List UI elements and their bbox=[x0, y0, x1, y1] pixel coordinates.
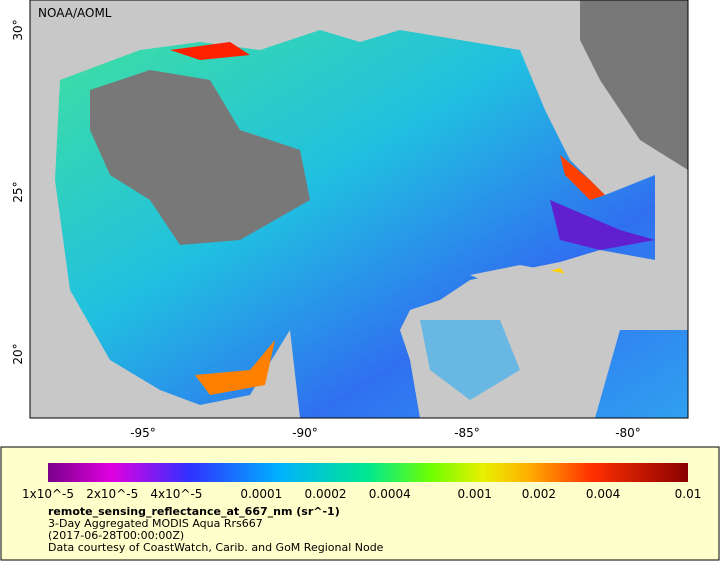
map: NOAA/AOML bbox=[29, 0, 689, 419]
colorbar-label: 1x10^-5 bbox=[22, 487, 74, 501]
date: (2017-06-28T00:00:00Z) bbox=[48, 529, 184, 542]
cuba bbox=[470, 265, 655, 300]
caribbean bbox=[420, 320, 520, 400]
colorbar-label: 0.0001 bbox=[240, 487, 282, 501]
colorbar-label: 0.0004 bbox=[369, 487, 411, 501]
colorbar-label: 0.004 bbox=[586, 487, 620, 501]
source: Data courtesy of CoastWatch, Carib. and … bbox=[48, 541, 384, 554]
lon-label: -95° bbox=[130, 426, 156, 440]
latitude-labels: 30° 25° 20° bbox=[11, 19, 25, 364]
variable: remote_sensing_reflectance_at_667_nm (sr… bbox=[48, 505, 340, 518]
lon-label: -85° bbox=[454, 426, 480, 440]
colorbar-label: 0.01 bbox=[675, 487, 702, 501]
coastal-high bbox=[170, 42, 250, 60]
credit: NOAA/AOML bbox=[38, 6, 112, 20]
map-frame bbox=[29, 0, 689, 419]
coastal-high bbox=[560, 155, 605, 200]
colorbar-label: 0.0002 bbox=[305, 487, 347, 501]
coastal-high bbox=[195, 340, 275, 395]
colorbar-label: 0.001 bbox=[457, 487, 491, 501]
colorbar-label: 4x10^-5 bbox=[150, 487, 202, 501]
no-data bbox=[580, 0, 688, 170]
colorbar-labels: 1x10^-5 2x10^-5 4x10^-5 0.0001 0.0002 0.0004 0… bbox=[22, 487, 701, 501]
no-data bbox=[90, 70, 310, 245]
credit-box bbox=[34, 2, 120, 22]
legend-title: 3-Day Aggregated MODIS Aqua Rrs667 bbox=[48, 517, 263, 530]
longitude-labels: -95° -90° -85° -80° bbox=[130, 426, 641, 440]
colorbar bbox=[48, 463, 688, 482]
colorbar-label: 2x10^-5 bbox=[86, 487, 138, 501]
lat-label: 25° bbox=[11, 181, 25, 202]
lon-label: -80° bbox=[615, 426, 641, 440]
lat-label: 30° bbox=[11, 19, 25, 40]
colorbar-label: 0.002 bbox=[522, 487, 556, 501]
lat-label: 20° bbox=[11, 343, 25, 364]
florida-straits bbox=[550, 200, 655, 250]
lon-label: -90° bbox=[292, 426, 318, 440]
